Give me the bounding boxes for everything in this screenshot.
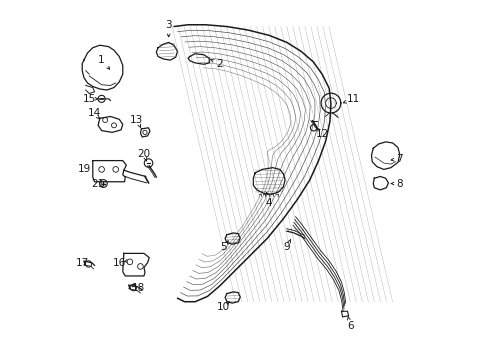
Text: 18: 18	[132, 283, 145, 293]
Text: 5: 5	[220, 242, 226, 252]
Text: 3: 3	[165, 20, 172, 30]
Text: 20: 20	[137, 149, 150, 158]
Text: 17: 17	[76, 258, 89, 268]
Text: 4: 4	[265, 198, 272, 208]
Text: 14: 14	[88, 108, 101, 118]
Text: 13: 13	[130, 115, 143, 125]
Text: 7: 7	[396, 154, 402, 164]
Text: 16: 16	[112, 258, 125, 268]
Text: 21: 21	[91, 179, 104, 189]
Text: 8: 8	[396, 179, 402, 189]
Text: 11: 11	[346, 94, 360, 104]
Text: 19: 19	[77, 165, 90, 174]
Text: 15: 15	[82, 94, 96, 104]
Text: 1: 1	[98, 55, 105, 65]
Text: 12: 12	[315, 129, 328, 139]
Text: 2: 2	[216, 59, 223, 68]
Text: 10: 10	[216, 302, 229, 312]
Text: 9: 9	[283, 242, 289, 252]
Text: 6: 6	[346, 321, 353, 332]
